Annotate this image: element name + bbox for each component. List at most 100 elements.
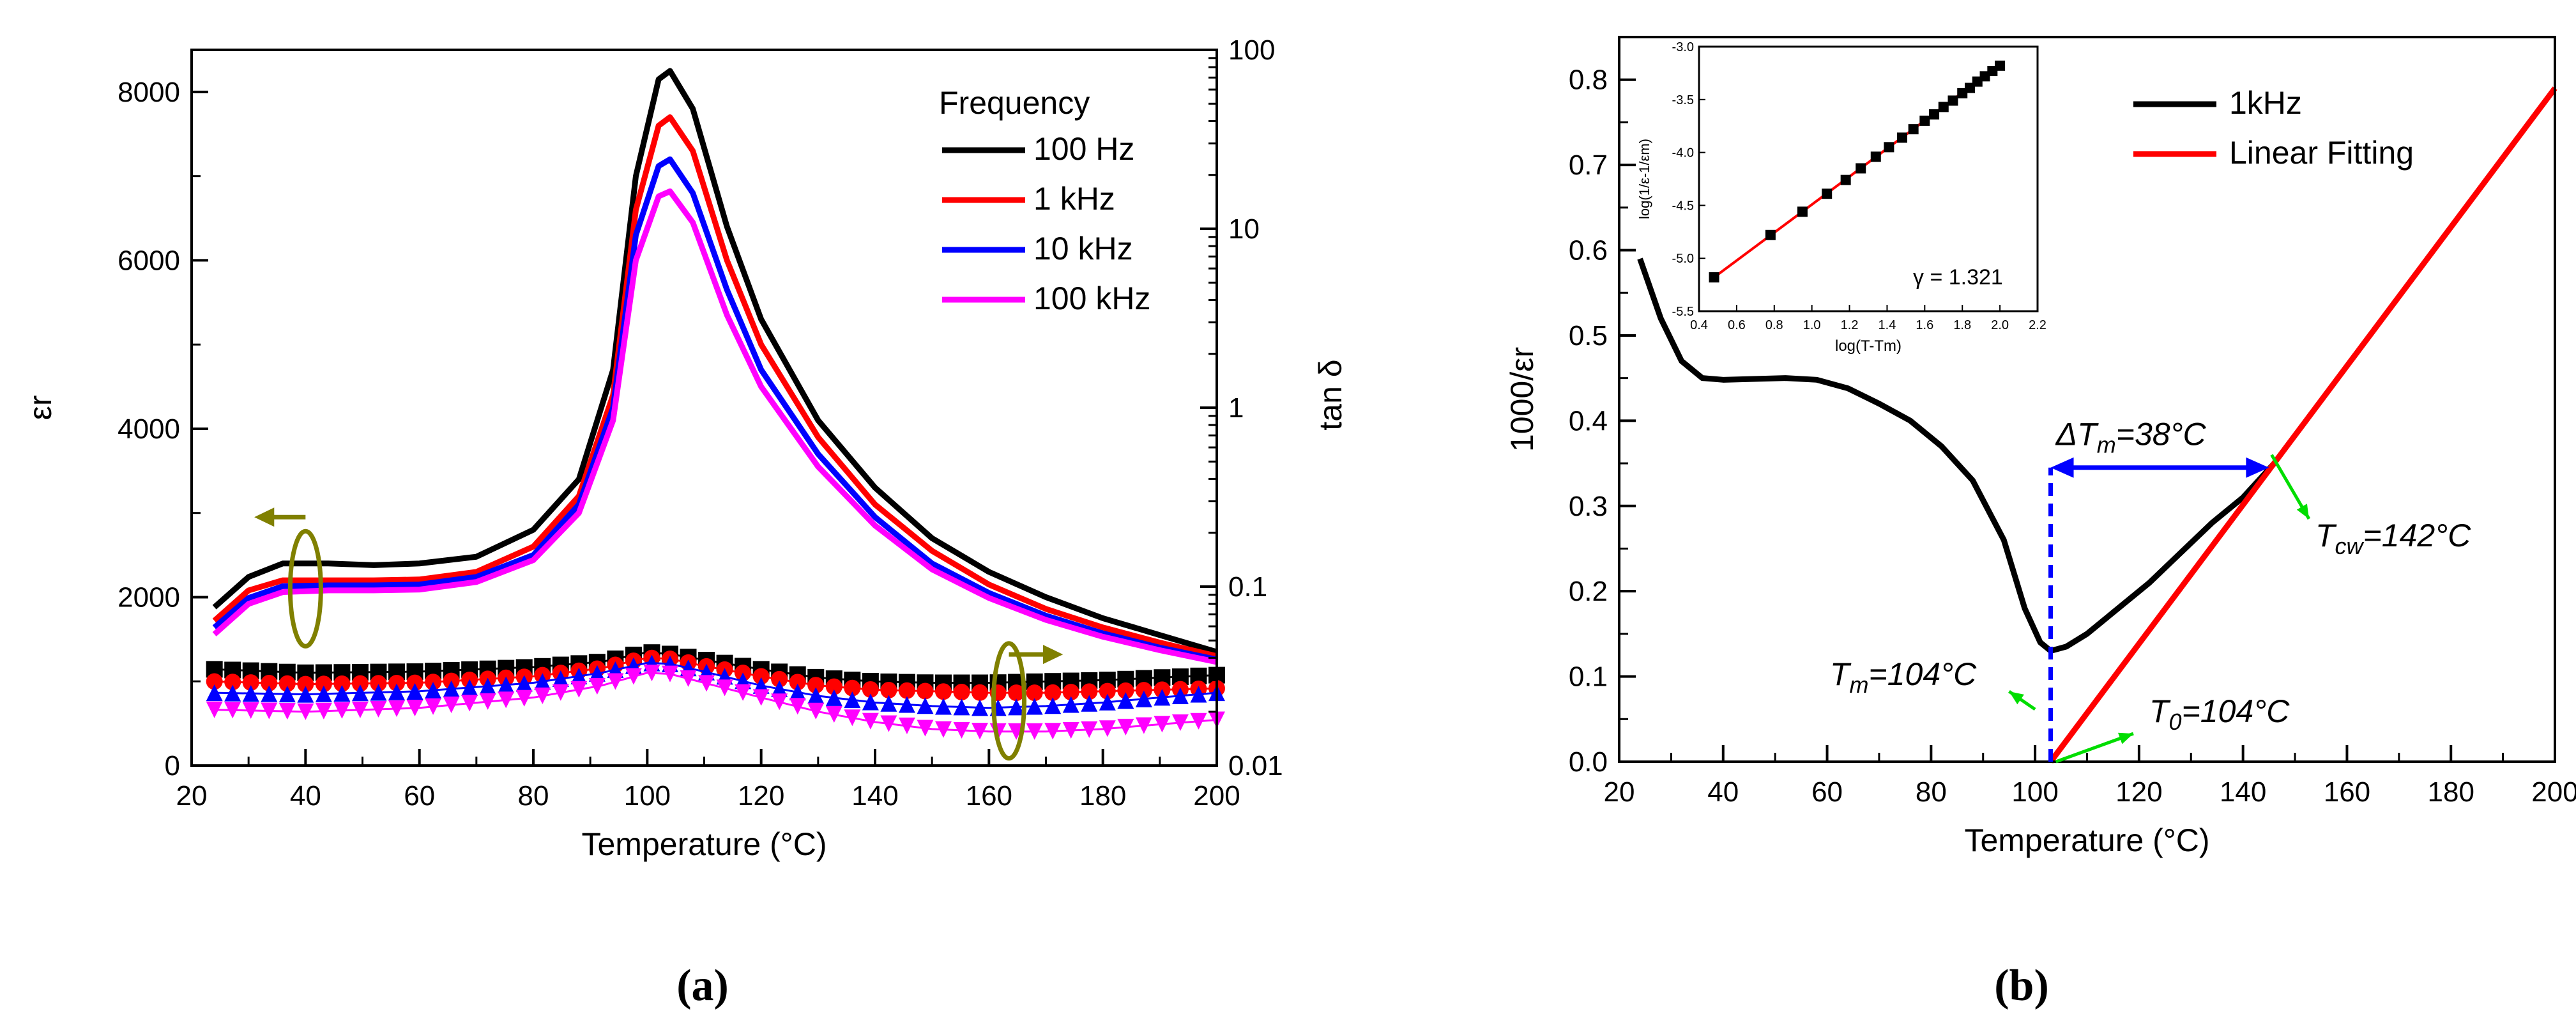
y-left-tick-label: 2000: [118, 582, 180, 613]
tan-delta-point: [1044, 684, 1062, 701]
y-tick-label: 0.1: [1569, 661, 1608, 693]
tan-delta-point: [953, 698, 970, 716]
tan-delta-point: [315, 675, 332, 693]
x-tick-label: 40: [1707, 776, 1739, 808]
inset-y-tick-label: -5.0: [1672, 252, 1694, 266]
tan-delta-point: [1117, 692, 1134, 709]
inset-frame: [1698, 45, 2039, 312]
inset-point: [1897, 132, 1907, 143]
tan-delta-point: [789, 683, 806, 700]
tan-delta-point: [1171, 714, 1189, 731]
x-tick-label: 20: [176, 780, 208, 812]
y-tick-label: 0.7: [1569, 150, 1608, 181]
tan-delta-point: [552, 670, 569, 687]
inset-point: [1908, 124, 1919, 135]
tan-delta-point: [825, 689, 842, 706]
tan-delta-point: [1117, 718, 1134, 736]
tan-delta-point: [752, 668, 770, 685]
tan-delta-point: [862, 693, 879, 711]
y-tick-label: 0.3: [1569, 491, 1608, 522]
tan-delta-point: [825, 678, 842, 695]
series-line-linear-fitting: [2048, 86, 2557, 764]
y-left-axis-title: εr: [22, 396, 58, 420]
x-tick-label: 160: [2324, 776, 2370, 808]
y-right-tick-label: 0.01: [1228, 750, 1283, 782]
tan-delta-point: [917, 720, 934, 737]
inset-x-tick-label: 2.0: [1991, 318, 2009, 332]
y-left-tick-label: 4000: [118, 413, 180, 445]
tan-delta-point: [224, 702, 241, 719]
inset-x-tick-label: 1.0: [1803, 318, 1821, 332]
tan-delta-point: [862, 681, 879, 698]
tan-delta-point: [1135, 682, 1152, 699]
legend-label: 10 kHz: [1033, 231, 1133, 266]
inset-y-tick-label: -3.5: [1672, 93, 1694, 107]
tan-delta-point: [1099, 682, 1116, 700]
inset-y-tick-label: -3.0: [1672, 40, 1694, 54]
tan-delta-point: [680, 670, 697, 687]
legend-label: 100 Hz: [1033, 131, 1134, 167]
tan-delta-point: [844, 679, 861, 697]
t0-arrow-head: [2118, 732, 2133, 744]
tan-delta-point: [1026, 698, 1043, 715]
inset-x-axis-title: log(T-Tm): [1835, 337, 1902, 355]
tan-delta-point: [315, 685, 332, 702]
delta-arrow-head-right: [2246, 457, 2269, 478]
y-tick-label: 0.0: [1569, 746, 1608, 778]
inset-x-tick-label: 1.6: [1916, 318, 1933, 332]
tan-delta-point: [1062, 684, 1079, 701]
x-tick-label: 160: [966, 780, 1012, 812]
tan-delta-point: [844, 709, 861, 727]
tan-delta-point: [370, 700, 387, 718]
inset-point: [1856, 163, 1866, 174]
eps-line-10-khz: [212, 156, 1217, 663]
y-left-tick-label: 6000: [118, 245, 180, 276]
y-right-axis-title: tan δ: [1313, 359, 1348, 430]
tm-arrow-head: [2009, 691, 2024, 705]
tan-delta-point: [752, 689, 770, 706]
x-axis-title: Temperature (°C): [582, 826, 827, 862]
legend-label: 1kHz: [2229, 85, 2302, 121]
x-tick-label: 80: [518, 780, 549, 812]
tan-delta-point: [333, 675, 351, 692]
inset-point: [1840, 174, 1851, 185]
inset-chart: 0.4 0.6 0.8 1.0 1.2 1.4 1.6 1.8 2.0 2.2 -5.5 -5.0 -4…: [1636, 40, 2046, 355]
tan-delta-point: [1062, 696, 1079, 713]
tan-delta-point: [242, 674, 259, 691]
x-tick-label: 60: [1811, 776, 1843, 808]
tan-delta-point: [1135, 690, 1152, 707]
y-tick-label: 0.5: [1569, 320, 1608, 351]
y-tick-label: 0.4: [1569, 405, 1608, 436]
y-tick-label: 0.8: [1569, 65, 1608, 96]
tan-delta-point: [807, 702, 825, 720]
eps-line-1-khz: [212, 114, 1218, 659]
inset-point: [1995, 60, 2006, 71]
inset-point: [1919, 115, 1930, 126]
inset-point: [1765, 229, 1776, 240]
x-tick-label: 140: [851, 780, 898, 812]
tan-delta-point: [351, 675, 369, 692]
tan-delta-point: [735, 684, 752, 701]
tan-delta-point: [771, 693, 788, 711]
tan-delta-point: [1099, 693, 1116, 711]
x-tick-label: 200: [1193, 780, 1240, 812]
tan-delta-point: [498, 676, 515, 693]
tan-delta-point: [333, 685, 351, 702]
tan-delta-point: [479, 693, 496, 710]
tan-delta-point: [807, 677, 825, 694]
tan-delta-point: [1171, 687, 1189, 704]
tan-delta-point: [297, 686, 314, 703]
tan-delta-point: [370, 675, 387, 692]
tan-delta-point: [1026, 684, 1043, 702]
tan-delta-series-100-khz: [206, 665, 1225, 740]
tan-delta-point: [1008, 698, 1025, 716]
legend-label: Linear Fitting: [2229, 135, 2414, 171]
tan-delta-point: [862, 713, 879, 730]
tcw-annotation: Tcw=142°C: [2315, 518, 2471, 559]
tan-delta-point: [1044, 697, 1062, 714]
tan-delta-point: [1081, 721, 1098, 738]
tan-delta-point: [498, 691, 515, 709]
tan-delta-point: [261, 702, 278, 720]
left-axis-indicator-ellipse: [287, 528, 323, 649]
tan-delta-point: [278, 703, 296, 720]
